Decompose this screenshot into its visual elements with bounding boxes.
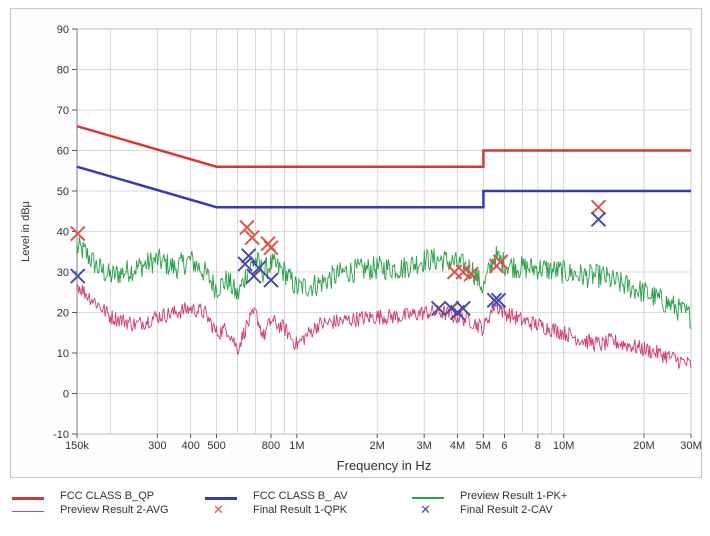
y-tick-label: 10 (57, 348, 69, 360)
legend-swatch (12, 511, 44, 512)
final-result-marker (490, 292, 507, 309)
x-tick-label: 4M (450, 440, 465, 452)
legend-label: Preview Result 1-PK+ (460, 490, 568, 502)
legend-label: FCC CLASS B_QP (60, 490, 155, 502)
final-result-marker (70, 225, 86, 242)
x-axis-label: Frequency in Hz (337, 458, 432, 473)
legend-label: Final Result 2-CAV (460, 504, 553, 516)
final-result-marker (239, 219, 255, 236)
y-tick-label: -10 (53, 429, 69, 441)
final-result-marker (486, 292, 503, 309)
chart: -10 0 10 20 30 40 50 60 70 80 90 150k 300 400 500 800 1M… (20, 24, 701, 473)
final-result-marker (455, 300, 471, 317)
legend-swatch (412, 497, 444, 499)
trace-line-2 (76, 237, 692, 330)
x-tick-label: 1M (289, 440, 304, 452)
y-tick-label: 60 (57, 146, 69, 158)
final-result-marker (263, 239, 279, 256)
final-result-marker (237, 256, 253, 272)
x-tick-label: 400 (181, 440, 199, 452)
final-result-marker (430, 300, 447, 317)
x-tick-label: 30M (680, 440, 701, 452)
y-tick-label: 70 (57, 105, 69, 117)
y-tick-label: 90 (57, 24, 69, 36)
x-tick-label: 500 (207, 440, 225, 452)
final-result-marker (463, 266, 479, 282)
limit-line-1 (76, 165, 691, 209)
trace-line-3 (76, 284, 692, 370)
y-tick-label: 20 (57, 308, 69, 320)
x-tick-label: 6 (501, 440, 507, 452)
x-tick-label: 150k (65, 440, 89, 452)
final-result-marker (251, 260, 267, 276)
final-result-marker (240, 248, 257, 264)
limit-line-0 (76, 124, 691, 168)
final-result-marker (244, 229, 260, 246)
x-marker-icon: ✕ (213, 502, 224, 517)
y-tick-label: 80 (57, 65, 69, 77)
x-tick-label: 5M (476, 440, 491, 452)
legend-label: Final Result 1-QPK (253, 504, 348, 516)
x-tick-label: 3M (417, 440, 432, 452)
legend: FCC CLASS B_QP FCC CLASS B_ AV Preview R… (0, 490, 710, 536)
final-result-marker (70, 268, 86, 284)
y-tick-label: 30 (57, 267, 69, 279)
y-tick-label: 50 (57, 186, 69, 198)
final-result-marker (590, 199, 607, 215)
x-tick-label: 2M (370, 440, 385, 452)
x-tick-label: 800 (262, 440, 280, 452)
x-tick-label: 20M (633, 440, 654, 452)
y-axis-label: Level in dBµ (20, 200, 32, 261)
legend-label: FCC CLASS B_ AV (253, 490, 348, 502)
legend-swatch (205, 497, 237, 500)
y-tick-label: 0 (63, 389, 69, 401)
x-tick-label: 8 (535, 440, 541, 452)
x-marker-icon: ✕ (420, 502, 431, 517)
x-tick-label: 10M (553, 440, 574, 452)
chart-frame: -10 0 10 20 30 40 50 60 70 80 90 150k 300 400 500 800 1M… (10, 8, 702, 478)
final-result-marker (492, 254, 509, 270)
legend-label: Preview Result 2-AVG (60, 504, 169, 516)
final-result-marker (246, 268, 262, 284)
final-result-marker (590, 211, 607, 228)
final-result-marker (263, 272, 279, 288)
x-tick-label: 300 (148, 440, 166, 452)
legend-swatch (12, 497, 44, 500)
y-tick-label: 40 (57, 227, 69, 239)
